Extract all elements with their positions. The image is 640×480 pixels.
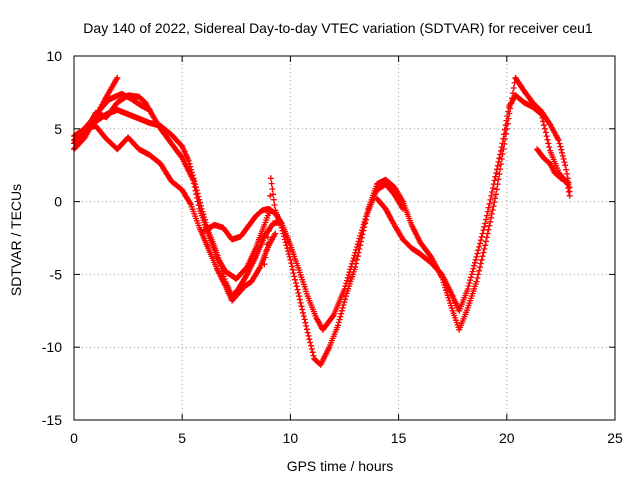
x-tick-label: 0 [70,430,78,446]
y-tick-label: 5 [54,121,62,137]
plot-area-border [73,55,616,421]
x-tick-label: 5 [178,430,186,446]
axis-ticks: 0 5 10 15 20 25 -15 -10 -5 0 5 10 [42,48,623,446]
y-tick-label: -15 [42,412,62,428]
y-tick-label: 0 [54,194,62,210]
y-axis-title: SDTVAR / TECUs [8,184,24,296]
chart-title: Day 140 of 2022, Sidereal Day-to-day VTE… [83,20,593,36]
x-tick-label: 15 [391,430,407,446]
x-tick-label: 10 [283,430,299,446]
series-track-8 [374,92,573,314]
y-tick-label: 10 [46,48,62,64]
series-markers [374,92,573,314]
x-axis-title: GPS time / hours [287,458,394,474]
x-tick-label: 25 [607,430,623,446]
series-markers [534,146,573,195]
series-track-9 [534,146,573,195]
series-markers [261,74,573,368]
series-track-7 [261,74,573,368]
y-tick-label: -10 [42,339,62,355]
y-tick-label: -5 [50,266,63,282]
x-tick-label: 20 [499,430,515,446]
